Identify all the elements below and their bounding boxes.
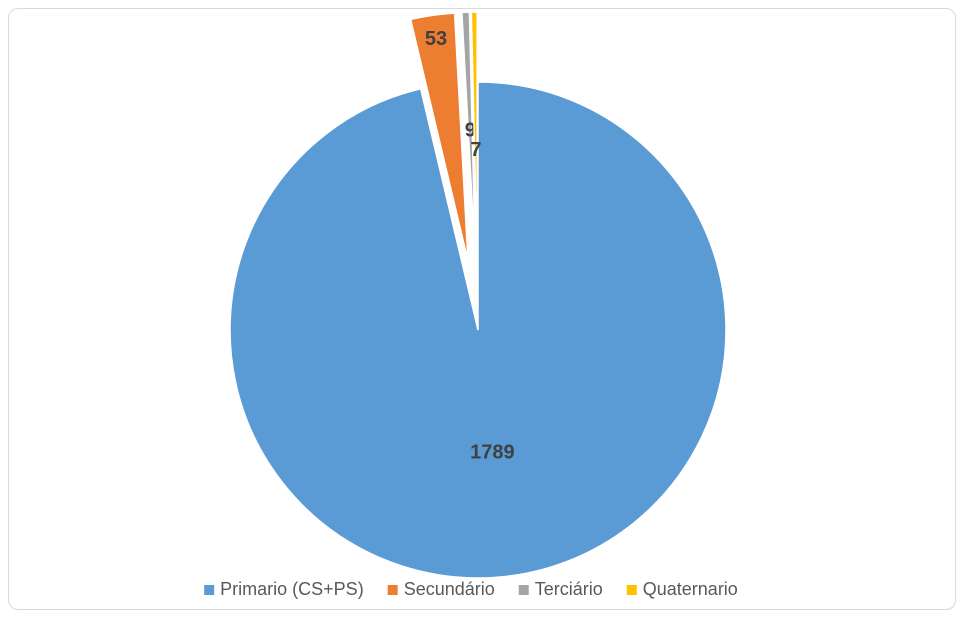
- legend-swatch: [204, 585, 215, 595]
- legend-swatch: [626, 585, 637, 595]
- legend-swatch: [387, 585, 398, 595]
- pie-slice: [229, 81, 727, 579]
- data-label: 1789: [470, 441, 515, 463]
- data-label: 9: [465, 119, 476, 141]
- data-label: 53: [425, 28, 447, 50]
- pie-slice: [461, 11, 477, 261]
- legend-label: Secundário: [404, 579, 495, 599]
- legend-label: Primario (CS+PS): [220, 579, 364, 599]
- legend-label: Quaternario: [643, 579, 738, 599]
- pie-slice: [409, 12, 469, 261]
- legend-swatch: [518, 585, 529, 595]
- pie-slice: [470, 11, 478, 261]
- chart-card: [8, 8, 956, 610]
- data-label: 7: [470, 139, 481, 161]
- legend-label: Terciário: [535, 579, 603, 599]
